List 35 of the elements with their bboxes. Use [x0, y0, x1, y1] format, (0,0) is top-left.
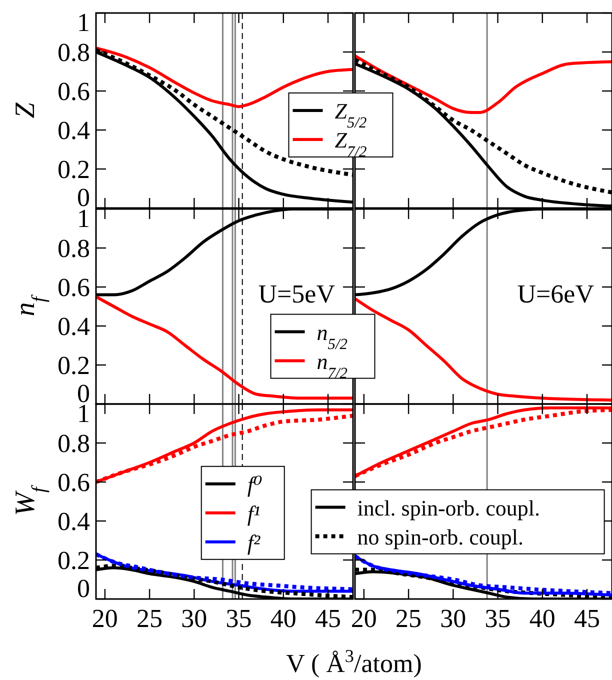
- x-axis-title: V ( Å$^{3}$/atom): [286, 646, 422, 678]
- y-tick-label: 1: [77, 8, 90, 37]
- x-tick-label: 25: [396, 604, 422, 633]
- y-tick-label: 0: [77, 574, 90, 603]
- y-tick-label: 0.4: [58, 312, 90, 341]
- y-tick-label: 0.6: [58, 77, 90, 106]
- y-axis-title: Z: [10, 102, 41, 118]
- annotation: U=6eV: [517, 280, 594, 309]
- y-tick-label: 0.2: [58, 155, 90, 184]
- y-tick-label: 0.4: [58, 507, 90, 536]
- y-tick-label: 0.6: [58, 468, 90, 497]
- x-tick-label: 20: [350, 604, 377, 633]
- x-tick-label: 40: [529, 604, 556, 633]
- x-tick-label: 40: [270, 604, 296, 633]
- x-tick-label: 20: [92, 604, 118, 633]
- legend-label: f⁰: [247, 472, 262, 497]
- y-tick-label: 0.8: [58, 234, 90, 263]
- y-tick-label: 0.8: [58, 429, 90, 458]
- x-tick-label: 25: [136, 604, 163, 633]
- x-tick-label: 30: [181, 604, 208, 633]
- y-tick-label: 0.8: [58, 38, 90, 67]
- x-tick-label: 45: [574, 604, 600, 633]
- y-tick-label: 0.2: [58, 351, 90, 380]
- y-tick-label: 0.6: [58, 273, 90, 302]
- x-tick-label: 35: [226, 604, 252, 633]
- legend-label: f¹: [247, 500, 260, 526]
- y-tick-label: 0.4: [58, 116, 90, 145]
- legend-label: f²: [247, 530, 260, 555]
- annotation: U=5eV: [258, 280, 336, 309]
- x-tick-label: 45: [315, 604, 342, 633]
- x-tick-label: 35: [484, 604, 511, 633]
- x-tick-label: 30: [440, 604, 466, 633]
- y-tick-label: 0.2: [58, 546, 90, 575]
- legend-label: no spin-orb. coupl.: [357, 524, 524, 550]
- legend-label: incl. spin-orb. coupl.: [357, 495, 540, 520]
